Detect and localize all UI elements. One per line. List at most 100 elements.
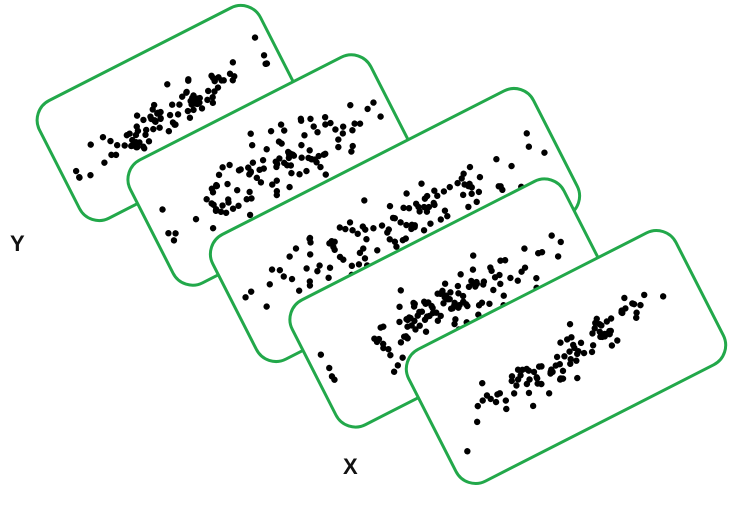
scatter-point bbox=[268, 266, 276, 273]
scatter-point bbox=[280, 273, 287, 280]
scatter-point bbox=[185, 76, 192, 83]
scatter-point bbox=[229, 205, 237, 212]
scatter-point bbox=[492, 398, 500, 406]
scatter-point bbox=[129, 136, 136, 144]
scatter-point bbox=[150, 101, 158, 109]
scatter-point bbox=[306, 147, 313, 154]
scatter-point bbox=[246, 188, 253, 196]
scatter-point bbox=[438, 289, 445, 296]
scatter-point bbox=[480, 281, 487, 288]
scatter-point bbox=[495, 183, 502, 190]
scatter-point bbox=[140, 143, 147, 150]
scatter-point bbox=[108, 151, 115, 159]
scatter-point bbox=[76, 173, 83, 181]
scatter-point bbox=[253, 174, 261, 182]
scatter-point bbox=[514, 376, 522, 383]
scatter-point bbox=[423, 313, 431, 320]
scatter-point bbox=[441, 280, 449, 287]
scatter-point bbox=[313, 159, 320, 166]
scatter-point bbox=[251, 34, 259, 41]
scatter-point bbox=[316, 262, 323, 269]
scatter-point bbox=[165, 128, 173, 135]
scatter-point bbox=[393, 243, 400, 250]
scatter-point bbox=[533, 274, 540, 282]
scatter-point bbox=[209, 99, 217, 107]
scatter-point bbox=[403, 221, 410, 229]
scatter-point bbox=[377, 113, 384, 120]
scatter-point bbox=[213, 181, 220, 189]
scatter-point bbox=[346, 219, 354, 226]
scatter-point bbox=[410, 303, 418, 310]
scatter-point bbox=[566, 348, 573, 355]
scatter-point bbox=[525, 389, 533, 397]
scatter-point bbox=[259, 156, 267, 164]
scatter-point bbox=[659, 293, 667, 300]
scatter-point bbox=[229, 59, 237, 66]
scatter-point bbox=[557, 339, 564, 346]
scatter-point bbox=[459, 191, 467, 199]
scatter-point bbox=[493, 156, 500, 163]
scatter-point bbox=[326, 264, 334, 271]
scatter-point bbox=[301, 132, 308, 139]
scatter-point bbox=[303, 167, 310, 175]
scatter-point bbox=[351, 120, 358, 127]
scatter-point bbox=[157, 108, 164, 116]
scatter-point bbox=[589, 330, 596, 337]
scatter-point bbox=[469, 266, 477, 273]
scatter-point bbox=[461, 181, 468, 188]
scatter-point bbox=[204, 96, 211, 104]
scatter-point bbox=[273, 163, 280, 171]
scatter-point bbox=[566, 320, 574, 328]
scatter-point bbox=[229, 77, 236, 84]
scatter-point bbox=[473, 198, 480, 206]
scatter-point bbox=[459, 292, 467, 300]
scatter-point bbox=[121, 142, 128, 149]
scatter-point bbox=[186, 114, 194, 121]
scatter-point bbox=[317, 351, 325, 358]
scatter-point bbox=[465, 283, 473, 291]
scatter-point bbox=[557, 238, 564, 246]
scatter-point bbox=[170, 237, 178, 244]
scatter-point bbox=[209, 94, 216, 101]
scatter-point bbox=[387, 351, 394, 359]
scatter-point bbox=[402, 333, 410, 340]
scatter-point bbox=[569, 341, 577, 349]
scatter-point bbox=[370, 99, 377, 106]
scatter-point bbox=[475, 188, 483, 196]
scatter-point bbox=[411, 223, 418, 231]
scatter-point bbox=[192, 215, 200, 223]
scatter-point bbox=[314, 267, 321, 275]
scatter-point bbox=[390, 368, 398, 375]
scatter-point bbox=[474, 402, 481, 410]
scatter-point bbox=[416, 208, 423, 215]
scatter-point bbox=[226, 70, 234, 77]
scatter-point bbox=[464, 302, 471, 310]
scatter-point bbox=[203, 196, 210, 203]
scatter-point bbox=[164, 81, 171, 88]
scatter-point bbox=[556, 361, 563, 368]
scatter-point bbox=[548, 232, 555, 239]
scatter-point bbox=[335, 143, 342, 151]
scatter-point bbox=[421, 195, 429, 202]
scatter-point bbox=[281, 127, 288, 134]
scatter-point bbox=[534, 380, 541, 387]
scatter-point bbox=[397, 339, 405, 346]
scatter-point bbox=[519, 366, 526, 374]
scatter-point bbox=[183, 89, 190, 96]
scatter-point bbox=[336, 224, 344, 231]
scatter-point bbox=[458, 175, 465, 182]
scatter-point bbox=[404, 316, 411, 324]
scatter-point bbox=[283, 162, 291, 169]
scatter-point bbox=[490, 286, 497, 294]
scatter-point bbox=[151, 117, 158, 124]
scatter-point bbox=[317, 163, 324, 171]
scatter-point bbox=[192, 95, 199, 102]
scatter-point bbox=[433, 309, 440, 316]
scatter-point bbox=[256, 166, 263, 174]
scatter-point bbox=[563, 336, 571, 343]
scatter-point bbox=[440, 188, 448, 195]
scatter-point bbox=[267, 127, 275, 135]
scatter-point bbox=[452, 316, 459, 323]
scatter-point bbox=[257, 179, 265, 186]
scatter-point bbox=[510, 390, 518, 397]
